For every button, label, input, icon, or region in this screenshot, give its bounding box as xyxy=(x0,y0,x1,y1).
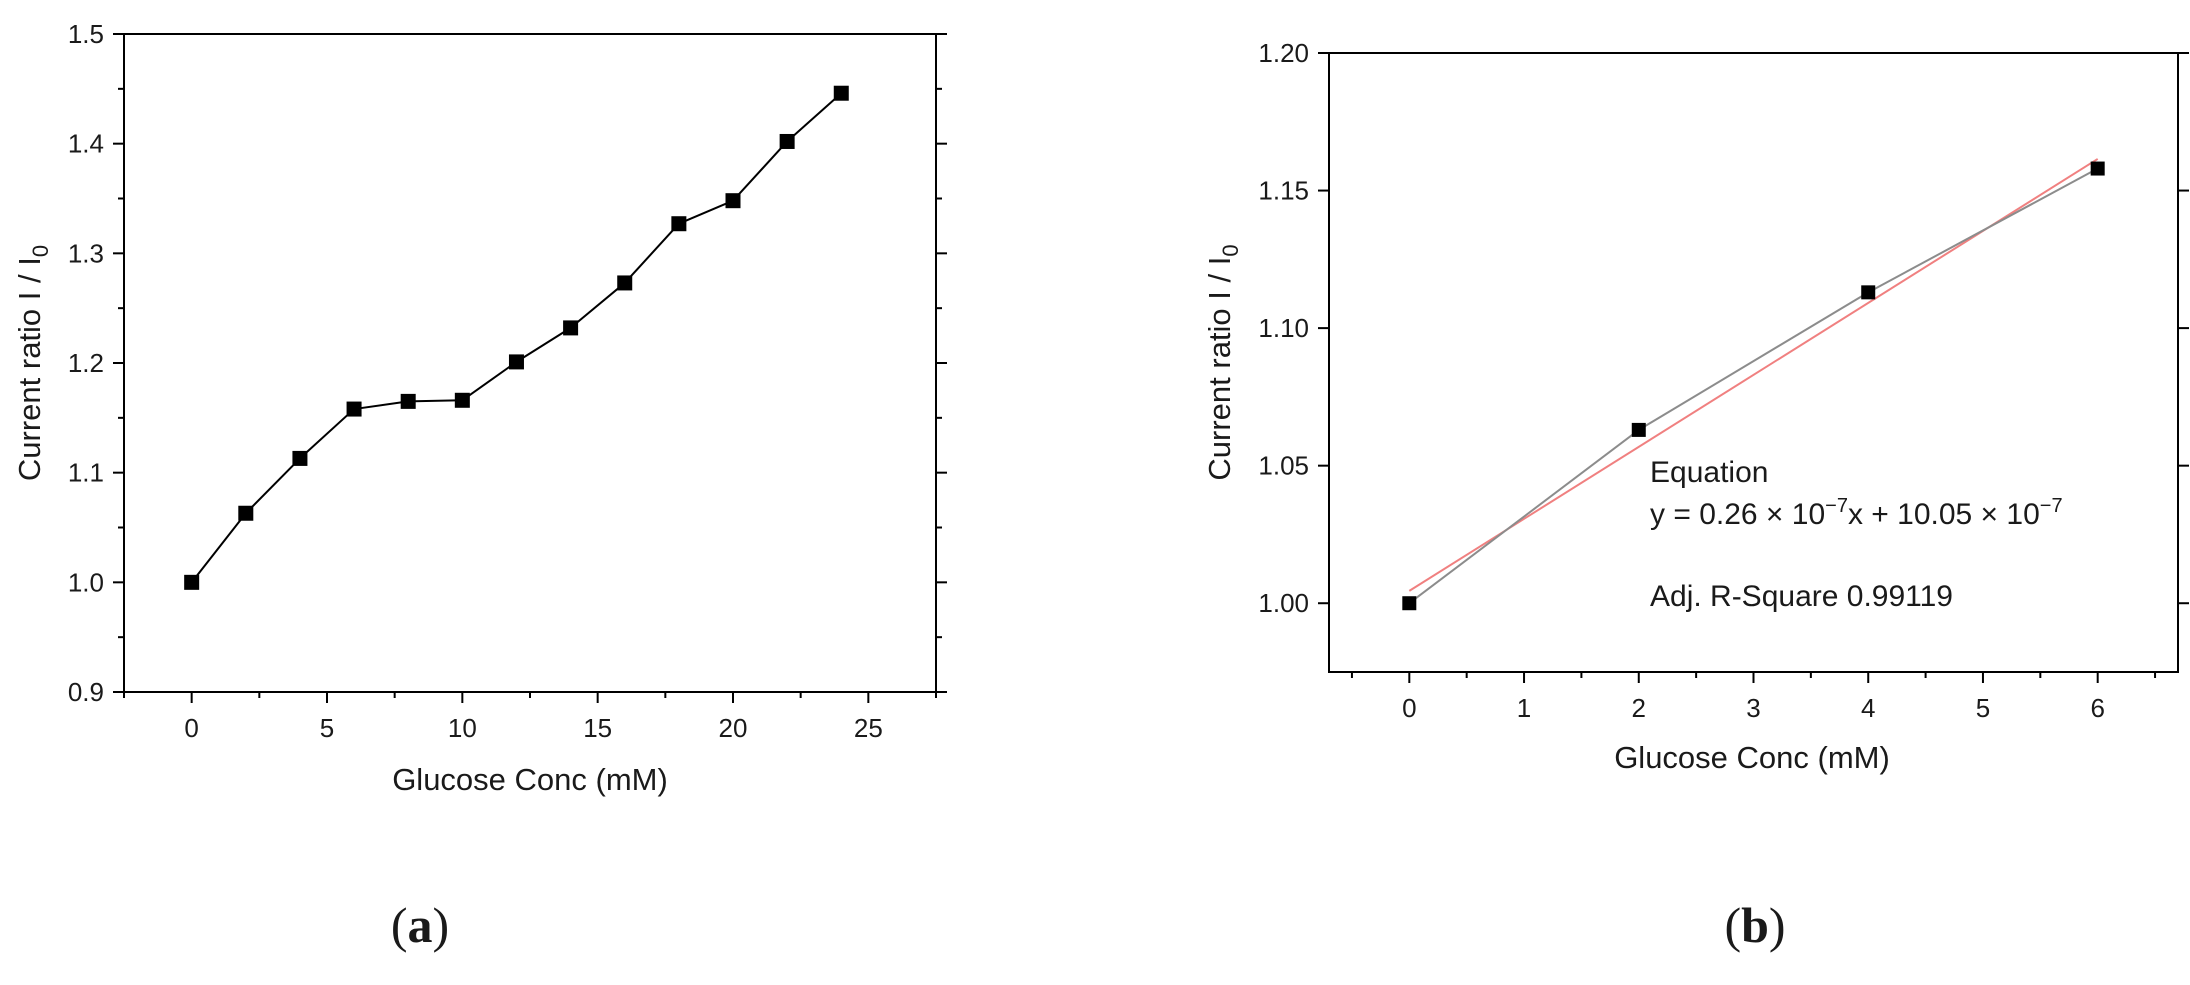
x-tick-label: 1 xyxy=(1517,693,1531,723)
series-segment xyxy=(623,223,680,284)
x-tick-label: 20 xyxy=(719,713,748,743)
data-point xyxy=(292,450,308,466)
series-segment xyxy=(1638,291,1869,431)
data-point xyxy=(508,354,524,370)
equation-part-a: y = 0.26 × 10 xyxy=(1650,498,1825,531)
x-tick-label: 25 xyxy=(854,713,883,743)
data-point xyxy=(671,216,687,232)
data-point xyxy=(346,401,362,417)
y-tick-label: 0.9 xyxy=(68,677,104,707)
y-tick-label: 1.15 xyxy=(1258,176,1309,206)
data-point xyxy=(454,392,470,408)
data-point xyxy=(238,505,254,521)
x-tick-label: 10 xyxy=(448,713,477,743)
series-lines-b xyxy=(1408,167,2099,605)
x-tick-label: 4 xyxy=(1861,693,1875,723)
plot-frame-a xyxy=(123,33,937,693)
y-tick-label: 1.20 xyxy=(1258,38,1309,68)
series-segment xyxy=(786,92,842,143)
series-segment xyxy=(408,399,463,403)
x-ticks-a: 0 5 10 15 20 25 xyxy=(123,692,937,743)
y-axis-title-sub-b: 0 xyxy=(1218,244,1243,256)
data-point xyxy=(779,133,795,149)
series-segment xyxy=(353,400,409,411)
y-tick-label: 1.00 xyxy=(1258,588,1309,618)
panel-label-b: (b) xyxy=(1724,897,1785,953)
x-ticks-b: 0 1 2 3 4 5 6 xyxy=(1350,672,2157,723)
y-tick-label: 1.2 xyxy=(68,348,104,378)
series-segment xyxy=(732,140,788,202)
panel-label-a: (a) xyxy=(391,897,449,953)
equation-part-b: x + 10.05 × 10 xyxy=(1848,498,2040,531)
x-tick-label: 15 xyxy=(583,713,612,743)
x-tick-label: 5 xyxy=(1976,693,1990,723)
data-point xyxy=(725,193,741,209)
data-point xyxy=(1402,596,1417,611)
series-segment xyxy=(1867,167,2099,294)
equation-title: Equation xyxy=(1650,456,1768,489)
y-ticks-b: 1.00 1.05 1.10 1.15 1.20 xyxy=(1258,38,2189,618)
y-tick-label: 1.5 xyxy=(68,19,104,49)
chart-b: 0 1 2 3 4 5 6 1.00 1.05 1.10 1.15 1.20 Glucose Con… xyxy=(1202,38,2189,775)
series-segment xyxy=(461,361,518,402)
series-segment xyxy=(245,457,301,514)
equation-annotation: Equation y = 0.26 × 10−7x + 10.05 × 10−7… xyxy=(1650,456,2063,613)
data-point xyxy=(617,275,633,291)
data-point xyxy=(1861,285,1876,300)
y-axis-title-a: Current ratio I / I0 xyxy=(12,245,53,481)
series-segment xyxy=(569,282,626,329)
y-tick-label: 1.0 xyxy=(68,567,104,597)
series-points-a xyxy=(184,85,849,590)
y-axis-title-sub-a: 0 xyxy=(28,245,53,257)
x-tick-label: 2 xyxy=(1632,693,1646,723)
data-point xyxy=(184,574,200,590)
y-tick-label: 1.1 xyxy=(68,458,104,488)
y-tick-label: 1.4 xyxy=(68,129,104,159)
y-axis-title-b: Current ratio I / I0 xyxy=(1202,244,1243,480)
data-point xyxy=(833,85,849,101)
data-point xyxy=(400,393,416,409)
x-tick-label: 6 xyxy=(2090,693,2104,723)
x-tick-label: 0 xyxy=(1402,693,1416,723)
r-square-text: Adj. R-Square 0.99119 xyxy=(1650,580,1953,613)
y-axis-title-main-a: Current ratio I / I xyxy=(12,257,47,481)
series-points-b xyxy=(1402,161,2105,611)
y-tick-label: 1.10 xyxy=(1258,313,1309,343)
chart-a: 0 5 10 15 20 25 0.9 1.0 1.1 1.2 1.3 1.4 1.5 Glucose… xyxy=(12,19,947,797)
y-axis-title-main-b: Current ratio I / I xyxy=(1202,257,1237,481)
equation-exp-1: −7 xyxy=(1825,495,1848,517)
x-axis-title-a: Glucose Conc (mM) xyxy=(392,762,668,797)
data-point xyxy=(1631,422,1646,437)
equation-text: y = 0.26 × 10−7x + 10.05 × 10−7 xyxy=(1650,495,2063,531)
equation-exp-2: −7 xyxy=(2040,495,2063,517)
series-lines-a xyxy=(190,92,842,583)
series-segment xyxy=(515,327,572,363)
x-tick-label: 0 xyxy=(184,713,198,743)
y-tick-label: 1.05 xyxy=(1258,451,1309,481)
series-segment xyxy=(299,408,355,460)
x-tick-label: 3 xyxy=(1746,693,1760,723)
series-segment xyxy=(678,199,734,225)
series-segment xyxy=(190,512,247,583)
data-point xyxy=(2090,161,2105,176)
y-ticks-a: 0.9 1.0 1.1 1.2 1.3 1.4 1.5 xyxy=(68,19,947,707)
series-segment xyxy=(1408,429,1640,605)
y-tick-label: 1.3 xyxy=(68,238,104,268)
data-point xyxy=(563,320,579,336)
x-axis-title-b: Glucose Conc (mM) xyxy=(1614,740,1890,775)
x-tick-label: 5 xyxy=(320,713,334,743)
